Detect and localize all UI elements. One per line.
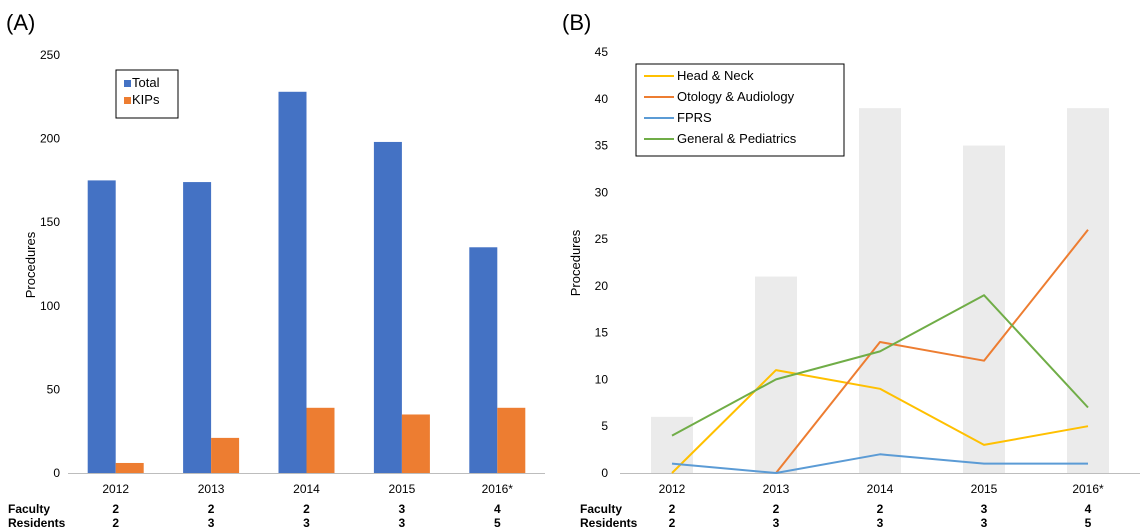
faculty-count: 3 xyxy=(399,502,406,516)
bar-kips xyxy=(497,407,526,473)
x-tick-label: 2016* xyxy=(482,482,514,496)
residents-count: 5 xyxy=(1085,516,1092,530)
legend-swatch xyxy=(124,80,131,87)
legend-b: Head & Neck Otology & Audiology FPRS Genera… xyxy=(635,63,845,157)
y-tick-label: 20 xyxy=(595,279,609,293)
x-tick-label: 2014 xyxy=(293,482,320,496)
legend-label: General & Pediatrics xyxy=(677,131,797,146)
bar-kips xyxy=(115,462,144,473)
bar-total xyxy=(278,91,307,473)
legend-box xyxy=(115,69,179,119)
legend-box xyxy=(635,63,845,157)
residents-count: 3 xyxy=(303,516,310,530)
series-line-general-pediatrics xyxy=(671,294,1089,437)
series-line-otology-audiology xyxy=(775,229,1089,474)
x-tick-label: 2013 xyxy=(763,482,790,496)
residents-count: 3 xyxy=(981,516,988,530)
residents-count: 3 xyxy=(877,516,884,530)
faculty-count: 4 xyxy=(1085,502,1092,516)
y-tick-label: 10 xyxy=(595,372,609,386)
legend-label: Head & Neck xyxy=(677,68,754,83)
y-tick-label: 30 xyxy=(595,185,609,199)
panel-label-b: (B) xyxy=(562,10,591,35)
y-tick-label: 100 xyxy=(40,299,60,313)
legend-swatch xyxy=(124,97,131,104)
faculty-count: 2 xyxy=(208,502,215,516)
legend-label: Otology & Audiology xyxy=(677,89,795,104)
residents-count: 3 xyxy=(399,516,406,530)
x-tick-label: 2013 xyxy=(198,482,225,496)
faculty-count: 3 xyxy=(981,502,988,516)
bar-kips xyxy=(211,437,240,473)
y-tick-label: 45 xyxy=(595,45,609,59)
residents-count: 3 xyxy=(208,516,215,530)
y-axis-label-a: Procedures xyxy=(23,231,38,298)
background-bars-b xyxy=(651,108,1109,474)
y-tick-label: 150 xyxy=(40,215,60,229)
faculty-row-label: Faculty xyxy=(8,502,50,516)
bar-kips xyxy=(306,407,335,473)
residents-row-label: Residents xyxy=(580,516,638,530)
series-line-head-neck xyxy=(671,369,1089,474)
x-tick-label: 2015 xyxy=(971,482,998,496)
x-tick-label: 2014 xyxy=(867,482,894,496)
background-bar xyxy=(963,145,1005,474)
series-line-fprs xyxy=(671,453,1088,474)
y-tick-label: 200 xyxy=(40,132,60,146)
background-bar xyxy=(1067,108,1109,473)
x-tick-label: 2012 xyxy=(102,482,129,496)
bars-a xyxy=(87,91,526,473)
bar-total xyxy=(373,141,402,473)
y-tick-label: 250 xyxy=(40,48,60,62)
y-tick-label: 35 xyxy=(595,139,609,153)
y-ticks-b: 0 5 10 15 20 25 30 35 40 45 xyxy=(595,45,609,480)
faculty-count: 2 xyxy=(877,502,884,516)
y-tick-label: 15 xyxy=(595,326,609,340)
lines-b xyxy=(671,229,1089,474)
legend-label: FPRS xyxy=(677,110,712,125)
panel-label-a: (A) xyxy=(6,10,35,35)
x-ticks-b: 2012 2013 2014 2015 2016* xyxy=(659,482,1104,496)
bar-total xyxy=(87,180,116,473)
x-ticks-a: 2012 2013 2014 2015 2016* xyxy=(102,482,513,496)
y-tick-label: 25 xyxy=(595,232,609,246)
bar-total xyxy=(183,182,212,473)
faculty-count: 2 xyxy=(773,502,780,516)
y-tick-label: 40 xyxy=(595,92,609,106)
residents-count: 2 xyxy=(669,516,676,530)
legend-label: KIPs xyxy=(132,92,160,107)
faculty-count: 2 xyxy=(112,502,119,516)
y-ticks-a: 0 50 100 150 200 250 xyxy=(40,48,60,480)
residents-count: 2 xyxy=(112,516,119,530)
y-tick-label: 5 xyxy=(601,419,608,433)
y-tick-label: 0 xyxy=(601,466,608,480)
y-tick-label: 50 xyxy=(47,382,61,396)
y-tick-label: 0 xyxy=(53,466,60,480)
residents-count: 5 xyxy=(494,516,501,530)
faculty-count: 2 xyxy=(303,502,310,516)
legend-a: Total KIPs xyxy=(115,69,179,119)
y-axis-label-b: Procedures xyxy=(568,229,583,296)
residents-row-label: Residents xyxy=(8,516,66,530)
faculty-count: 4 xyxy=(494,502,501,516)
x-tick-label: 2016* xyxy=(1072,482,1104,496)
legend-label: Total xyxy=(132,75,160,90)
bar-kips xyxy=(401,414,430,473)
residents-count: 3 xyxy=(773,516,780,530)
background-bar xyxy=(859,108,901,473)
x-tick-label: 2015 xyxy=(389,482,416,496)
faculty-row-label: Faculty xyxy=(580,502,622,516)
bar-total xyxy=(469,247,498,473)
faculty-count: 2 xyxy=(669,502,676,516)
x-tick-label: 2012 xyxy=(659,482,686,496)
